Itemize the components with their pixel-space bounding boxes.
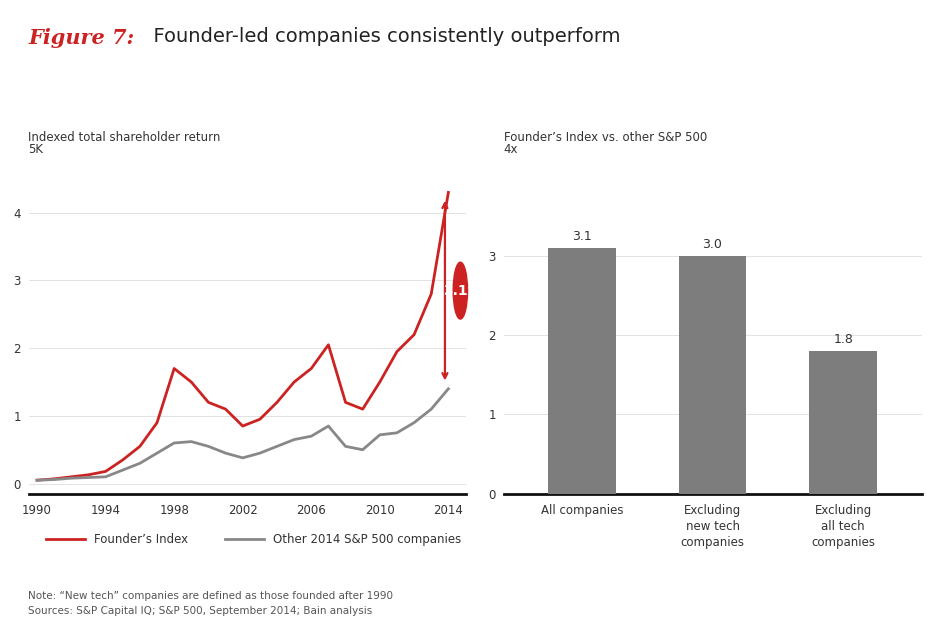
Text: Founder’s Index vs. other S&P 500: Founder’s Index vs. other S&P 500 xyxy=(504,131,707,144)
Text: Indexed total shareholder return: Indexed total shareholder return xyxy=(28,131,220,144)
Bar xyxy=(809,351,877,494)
Text: Note: “New tech” companies are defined as those founded after 1990
Sources: S&P : Note: “New tech” companies are defined a… xyxy=(28,591,393,616)
Text: 1.8: 1.8 xyxy=(833,333,853,346)
Text: 3.1x: 3.1x xyxy=(444,284,477,298)
Bar xyxy=(678,256,747,494)
Text: 3.0: 3.0 xyxy=(703,238,722,251)
Text: Founder’s Index: Founder’s Index xyxy=(94,532,188,546)
Text: Founder-led companies consistently outperform: Founder-led companies consistently outpe… xyxy=(141,27,620,46)
Bar xyxy=(548,248,616,494)
Text: This is true even when you exclude tech companies: This is true even when you exclude tech … xyxy=(534,97,891,109)
Circle shape xyxy=(453,262,467,319)
Text: 3.1: 3.1 xyxy=(572,230,592,243)
Text: 4x: 4x xyxy=(504,142,518,156)
Text: 5K: 5K xyxy=(28,142,44,156)
Text: Other 2014 S&P 500 companies: Other 2014 S&P 500 companies xyxy=(274,532,462,546)
Text: Founder-led companies outperform other S&P 500 companies: Founder-led companies outperform other S… xyxy=(33,97,461,109)
Text: Figure 7:: Figure 7: xyxy=(28,28,135,48)
